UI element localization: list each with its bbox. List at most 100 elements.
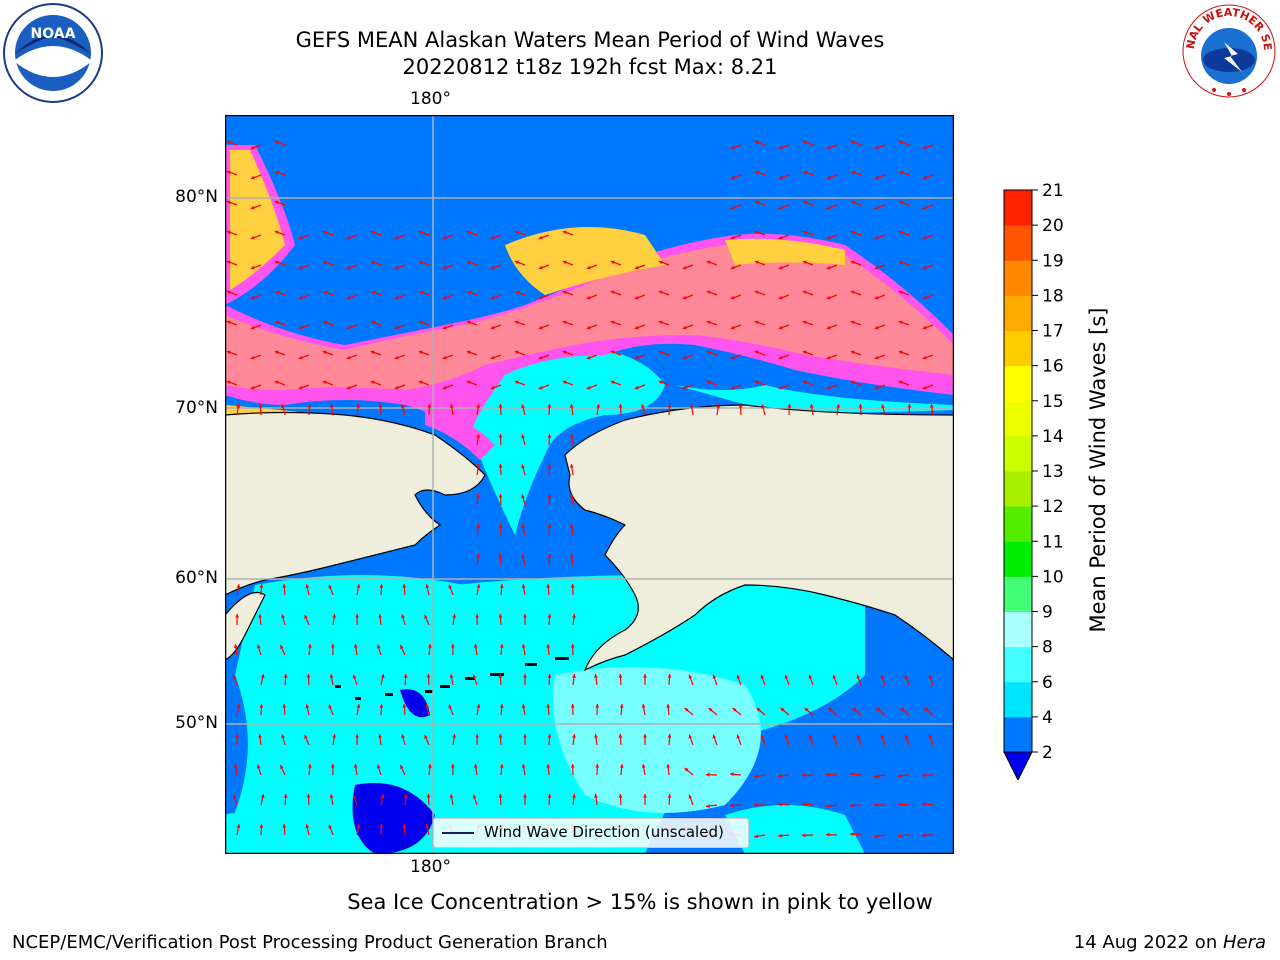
wave-arrow-head [473,764,478,768]
wave-arrow-head [298,265,303,270]
wave-arrow-head [394,265,399,270]
wave-arrow-head [802,350,807,355]
wave-arrow-head [226,200,231,205]
graticule [225,115,954,854]
wave-arrow-head [570,644,575,648]
colorbar-tick-label: 4 [1042,708,1053,728]
wave-arrow-head [922,325,927,330]
wave-arrow-head [523,674,527,678]
wave-arrow-head [442,265,447,270]
colorbar-bin [1004,365,1032,402]
wave-arrow-head [610,290,615,295]
wave-arrow-head [547,674,552,678]
wave-arrow-head [498,614,503,618]
wave-arrow-head [754,260,759,265]
wave-arrow-head [380,674,385,679]
wave-arrow-head [418,290,423,295]
wave-arrow-head [424,614,428,619]
wave-arrow-head [346,355,351,360]
wave-arrow-head [426,794,431,798]
wave-arrow-head [402,824,407,828]
wave-arrow-head [322,320,327,325]
wave-arrow-head [274,350,279,355]
wave-arrow-head [778,235,783,240]
wave-arrow-head [922,773,926,778]
wave-arrow-head [538,325,543,330]
wave-arrow-head [732,707,737,712]
wave-arrow-head [858,404,863,408]
wave-arrow-head [521,704,526,708]
wave-arrow-head [356,704,361,708]
wave-arrow-head [498,524,503,528]
wave-arrow-head [538,295,543,300]
wave-arrow-head [498,734,503,738]
colorbar-tick-label: 17 [1042,322,1064,342]
map-panel[interactable]: Wind Wave Direction (unscaled) [225,115,954,854]
colorbar-tick-label: 19 [1042,251,1064,271]
wave-arrow-head [595,704,600,708]
wave-arrow-head [258,404,263,408]
wave-arrow-head [274,140,279,145]
wave-arrow-head [594,734,598,738]
wave-arrow-head [826,175,831,180]
wave-arrow-head [706,290,711,295]
wave-arrow-head [418,260,423,265]
wave-arrow-head [332,734,337,738]
wave-arrow-head [322,230,327,235]
wave-arrow-head [226,170,231,175]
wave-arrow-head [778,295,783,300]
wave-arrow-head [667,404,672,408]
wave-arrow-head [706,380,711,385]
wave-arrow-head [850,170,855,175]
wave-arrow-head [304,734,308,739]
wave-arrow-head [546,704,551,708]
wave-arrow-head [547,734,552,738]
wave-arrow-head [569,494,574,498]
wave-arrow-head [754,774,758,779]
wave-arrow-head [658,320,663,325]
wave-arrow-head [688,794,693,799]
wave-arrow-head [346,325,351,330]
wave-arrow-head [922,802,926,806]
wave-arrow-head [898,833,902,838]
wave-arrow-head [490,355,495,360]
wave-arrow-head [452,614,457,618]
wave-arrow-head [418,380,423,385]
wave-arrow-head [682,265,687,270]
wave-arrow-head [298,325,303,330]
colorbar-bin [1004,225,1032,261]
wave-arrow-head [370,290,375,295]
wave-arrow-head [666,764,671,768]
wave-arrow-head [610,350,615,355]
wave-arrow-head [569,464,574,468]
wave-arrow-head [370,380,375,385]
wave-arrow-head [898,802,902,807]
wave-arrow-head [523,734,527,738]
wave-arrow-head [874,774,878,779]
wave-arrow-head [736,734,741,739]
wave-arrow-head [730,772,734,777]
wave-arrow-head [346,265,351,270]
wave-arrow-head [499,584,504,588]
wave-arrow-head [658,350,663,355]
wave-arrow-head [283,674,288,678]
wave-arrow-head [760,674,765,679]
wave-arrow-head [562,350,567,355]
wave-arrow-head [874,235,879,240]
wave-arrow-head [306,674,311,678]
wave-region-light [465,345,665,535]
wave-arrow-head [712,674,717,679]
colorbar-bin [1004,295,1032,331]
wave-arrow-head [258,734,262,738]
wave-arrow-head [572,674,576,678]
wave-arrow-head [852,707,857,712]
wave-arrow-head [928,674,933,679]
wave-arrow-head [401,734,405,739]
wave-arrow-head [778,385,783,390]
wave-arrow-head [787,404,792,408]
wave-arrow-head [856,734,861,739]
wave-arrow-head [425,704,430,709]
wave-arrow-head [232,674,237,679]
wave-arrow-head [498,674,503,678]
wave-arrow-head [449,404,454,408]
